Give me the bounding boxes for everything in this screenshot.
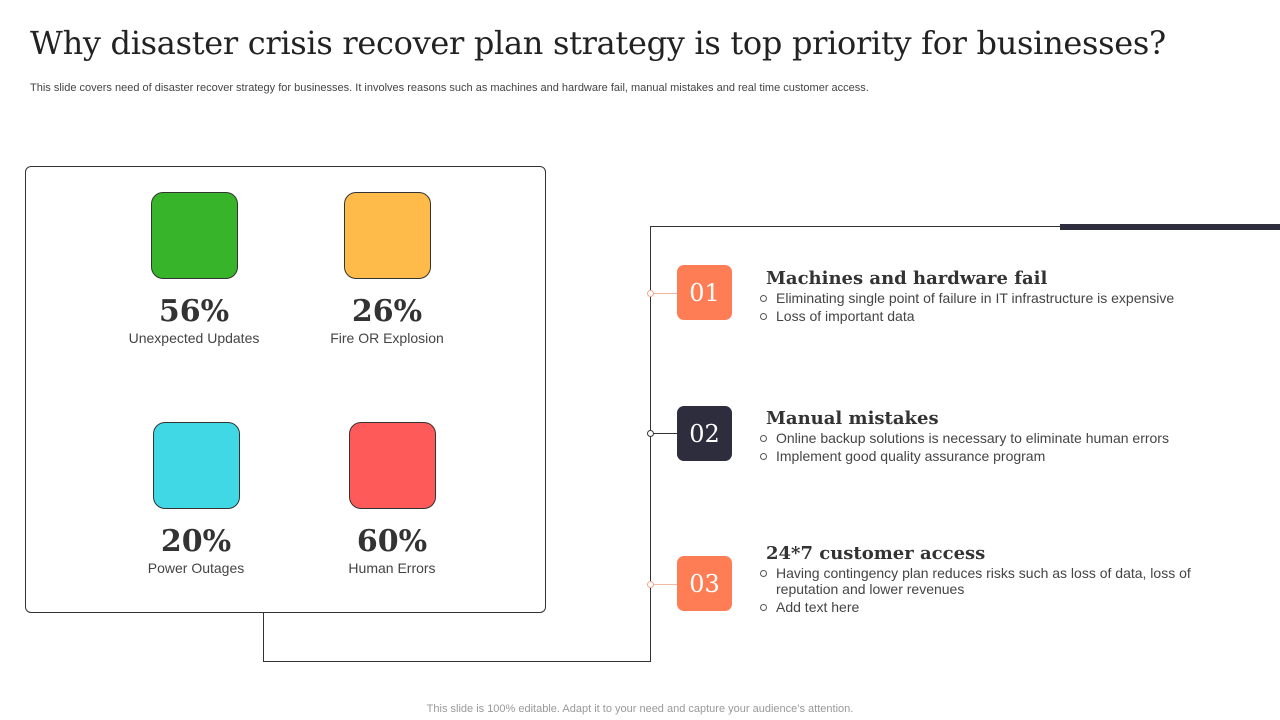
stat-label: Power Outages xyxy=(147,560,245,576)
reason-title: 24*7 customer access xyxy=(766,543,986,564)
branch-line xyxy=(651,433,677,434)
bullet-item: Online backup solutions is necessary to … xyxy=(758,430,1238,446)
badge-03: 03 xyxy=(677,556,732,611)
timeline-top-line xyxy=(650,226,1060,227)
reason-title: Machines and hardware fail xyxy=(766,268,1048,289)
timeline-vertical-line xyxy=(650,226,651,662)
stat-label: Fire OR Explosion xyxy=(330,330,444,346)
reason-machines-hardware: Machines and hardware fail Eliminating s… xyxy=(758,268,1238,326)
stat-label: Human Errors xyxy=(348,560,436,576)
timeline-dot xyxy=(647,430,654,437)
stat-color-square xyxy=(348,422,436,509)
bullet-item: Having contingency plan reduces risks su… xyxy=(758,565,1206,597)
stat-fire-explosion: 26% Fire OR Explosion xyxy=(297,192,477,347)
reason-bullets: Online backup solutions is necessary to … xyxy=(758,430,1238,464)
bullet-item: Eliminating single point of failure in I… xyxy=(758,290,1238,306)
timeline-dot xyxy=(647,581,654,588)
stat-human-errors: 60% Human Errors xyxy=(302,422,482,577)
stat-unexpected-updates: 56% Unexpected Updates xyxy=(104,192,284,347)
stat-value: 26% xyxy=(351,294,423,329)
reason-customer-access: 24*7 customer access Having contingency … xyxy=(758,543,1238,617)
footer-note: This slide is 100% editable. Adapt it to… xyxy=(426,703,854,715)
stat-label: Unexpected Updates xyxy=(128,330,260,346)
connector-line xyxy=(263,613,264,662)
stat-value: 60% xyxy=(356,524,428,559)
page-title: Why disaster crisis recover plan strateg… xyxy=(30,24,1166,62)
bullet-item: Loss of important data xyxy=(758,308,1238,324)
stats-panel: 56% Unexpected Updates 26% Fire OR Explo… xyxy=(25,166,546,613)
stat-color-square xyxy=(150,192,238,279)
reason-bullets: Eliminating single point of failure in I… xyxy=(758,290,1238,324)
reason-bullets: Having contingency plan reduces risks su… xyxy=(758,565,1238,615)
accent-bar xyxy=(1060,224,1280,230)
stat-color-square xyxy=(152,422,240,509)
page-subtitle: This slide covers need of disaster recov… xyxy=(30,82,869,94)
connector-line xyxy=(263,661,651,662)
badge-02: 02 xyxy=(677,406,732,461)
bullet-item: Implement good quality assurance program xyxy=(758,448,1238,464)
branch-line xyxy=(651,293,677,294)
stat-color-square xyxy=(343,192,431,279)
reason-manual-mistakes: Manual mistakes Online backup solutions … xyxy=(758,408,1238,466)
reason-title: Manual mistakes xyxy=(766,408,939,429)
timeline-dot xyxy=(647,290,654,297)
stat-value: 56% xyxy=(158,294,230,329)
branch-line xyxy=(651,584,677,585)
badge-01: 01 xyxy=(677,265,732,320)
bullet-item: Add text here xyxy=(758,599,1238,615)
stat-power-outages: 20% Power Outages xyxy=(106,422,286,577)
stat-value: 20% xyxy=(160,524,232,559)
